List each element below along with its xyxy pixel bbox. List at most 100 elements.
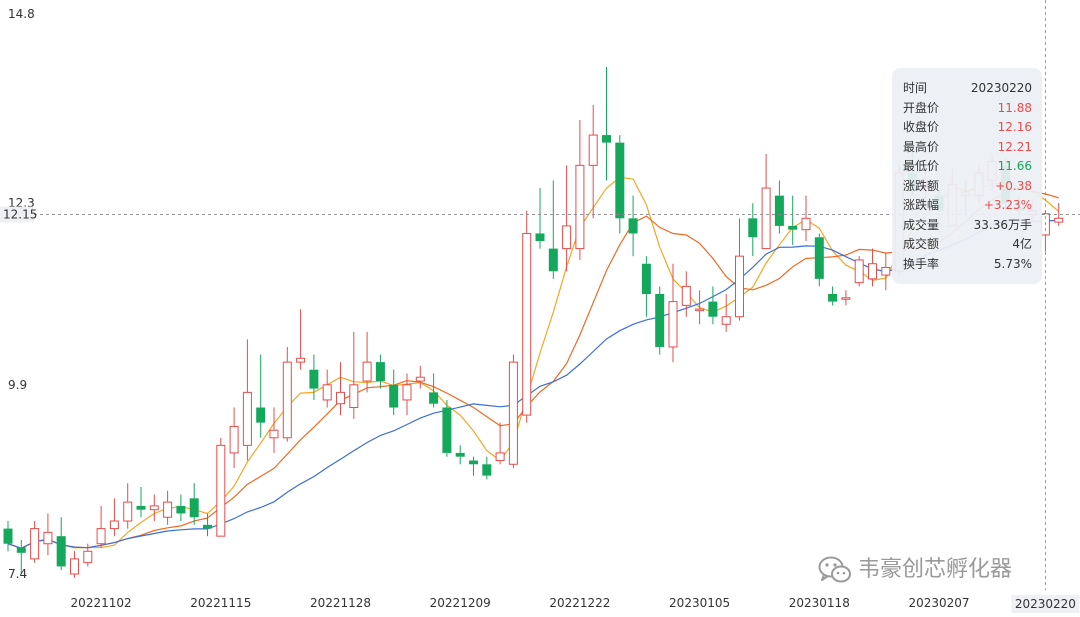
candle[interactable] xyxy=(229,407,239,469)
candle[interactable] xyxy=(602,66,611,181)
candle[interactable] xyxy=(548,180,558,279)
candle[interactable] xyxy=(203,513,212,537)
candle[interactable] xyxy=(562,165,572,272)
candle[interactable] xyxy=(136,486,146,518)
price-tooltip: 时间 20230220 开盘价 11.88 收盘价 12.16 最高价 12.21 最低价 11.… xyxy=(892,68,1042,284)
y-tick-label: 7.4 xyxy=(8,567,27,581)
candle-body xyxy=(748,218,758,238)
tooltip-label: 涨跌幅 xyxy=(903,198,940,212)
candle[interactable] xyxy=(163,490,173,525)
candle[interactable] xyxy=(748,203,758,257)
candle[interactable] xyxy=(801,195,811,242)
tooltip-value: 12.16 xyxy=(997,120,1032,134)
candle-body xyxy=(535,233,545,242)
candle[interactable] xyxy=(43,513,53,556)
candle[interactable] xyxy=(788,195,798,245)
candle[interactable] xyxy=(362,331,372,393)
candle[interactable] xyxy=(695,290,705,325)
x-tick-label: 20221102 xyxy=(71,596,132,610)
candle[interactable] xyxy=(389,369,399,416)
candle[interactable] xyxy=(189,483,199,525)
candle[interactable] xyxy=(628,195,638,257)
candle[interactable] xyxy=(269,407,279,453)
candle[interactable] xyxy=(641,256,651,317)
candle[interactable] xyxy=(309,354,319,400)
tooltip-row: 涨跌额 +0.38 xyxy=(903,176,1032,196)
candle-body xyxy=(668,301,678,348)
x-tick-label: 20221209 xyxy=(430,596,491,610)
candle[interactable] xyxy=(149,494,159,522)
candle[interactable] xyxy=(96,505,106,548)
candle[interactable] xyxy=(242,339,252,461)
candle-layer xyxy=(3,66,1064,578)
tooltip-value: +0.38 xyxy=(995,178,1032,193)
candle[interactable] xyxy=(588,104,598,219)
candle[interactable] xyxy=(123,483,133,529)
candle[interactable] xyxy=(336,362,345,416)
candle[interactable] xyxy=(868,248,877,287)
candle[interactable] xyxy=(761,154,771,250)
candle[interactable] xyxy=(442,399,452,457)
candle[interactable] xyxy=(70,551,79,578)
candle[interactable] xyxy=(176,494,186,522)
candle-body xyxy=(482,464,492,476)
candle[interactable] xyxy=(535,188,545,249)
candle[interactable] xyxy=(296,309,306,370)
x-tick-label: 20230207 xyxy=(908,596,969,610)
tooltip-label: 最低价 xyxy=(903,159,940,173)
candle[interactable] xyxy=(216,437,226,537)
candle[interactable] xyxy=(3,521,13,552)
candle-body xyxy=(841,297,851,300)
candle-body xyxy=(136,505,146,510)
candle-body xyxy=(788,225,798,230)
candle[interactable] xyxy=(735,218,744,321)
tooltip-row: 时间 20230220 xyxy=(903,78,1032,98)
candle[interactable] xyxy=(282,346,292,442)
candle[interactable] xyxy=(469,456,478,476)
crosshair-price-label: 12.15 xyxy=(3,208,37,222)
candle[interactable] xyxy=(615,135,625,234)
candle[interactable] xyxy=(83,543,93,567)
candle[interactable] xyxy=(522,210,532,423)
candle[interactable] xyxy=(322,369,332,408)
candle[interactable] xyxy=(881,252,891,291)
candle[interactable] xyxy=(109,498,119,537)
candle-body xyxy=(641,263,651,294)
candle[interactable] xyxy=(575,119,585,260)
candle[interactable] xyxy=(402,373,412,416)
candle[interactable] xyxy=(56,517,66,571)
candle[interactable] xyxy=(16,539,26,574)
candle[interactable] xyxy=(681,271,691,317)
candle[interactable] xyxy=(841,290,851,306)
candle-body xyxy=(575,164,585,250)
candle[interactable] xyxy=(854,256,864,287)
candle[interactable] xyxy=(30,521,40,563)
candle[interactable] xyxy=(655,286,665,355)
candle[interactable] xyxy=(415,365,425,389)
candle[interactable] xyxy=(708,286,718,325)
candle[interactable] xyxy=(721,294,731,332)
candle[interactable] xyxy=(814,233,824,287)
candle[interactable] xyxy=(429,373,439,408)
candle[interactable] xyxy=(1054,203,1064,226)
candle[interactable] xyxy=(508,354,518,469)
candle-body xyxy=(881,267,891,276)
candle[interactable] xyxy=(482,456,492,480)
candle[interactable] xyxy=(375,354,385,389)
candle[interactable] xyxy=(828,286,838,306)
y-tick-label: 9.9 xyxy=(8,378,27,392)
candle[interactable] xyxy=(349,331,359,419)
x-tick-label: 20221128 xyxy=(310,596,371,610)
y-tick-label: 14.8 xyxy=(8,7,35,21)
candle[interactable] xyxy=(495,422,505,465)
tooltip-label: 最高价 xyxy=(903,139,940,154)
candle-body xyxy=(242,391,252,446)
tooltip-row: 收盘价 12.16 xyxy=(903,117,1032,137)
candle[interactable] xyxy=(774,180,784,234)
candle-body xyxy=(216,444,226,537)
x-tick-label: 20221222 xyxy=(549,596,610,610)
candle[interactable] xyxy=(668,263,678,363)
candle[interactable] xyxy=(256,354,266,438)
candle[interactable] xyxy=(455,445,465,465)
